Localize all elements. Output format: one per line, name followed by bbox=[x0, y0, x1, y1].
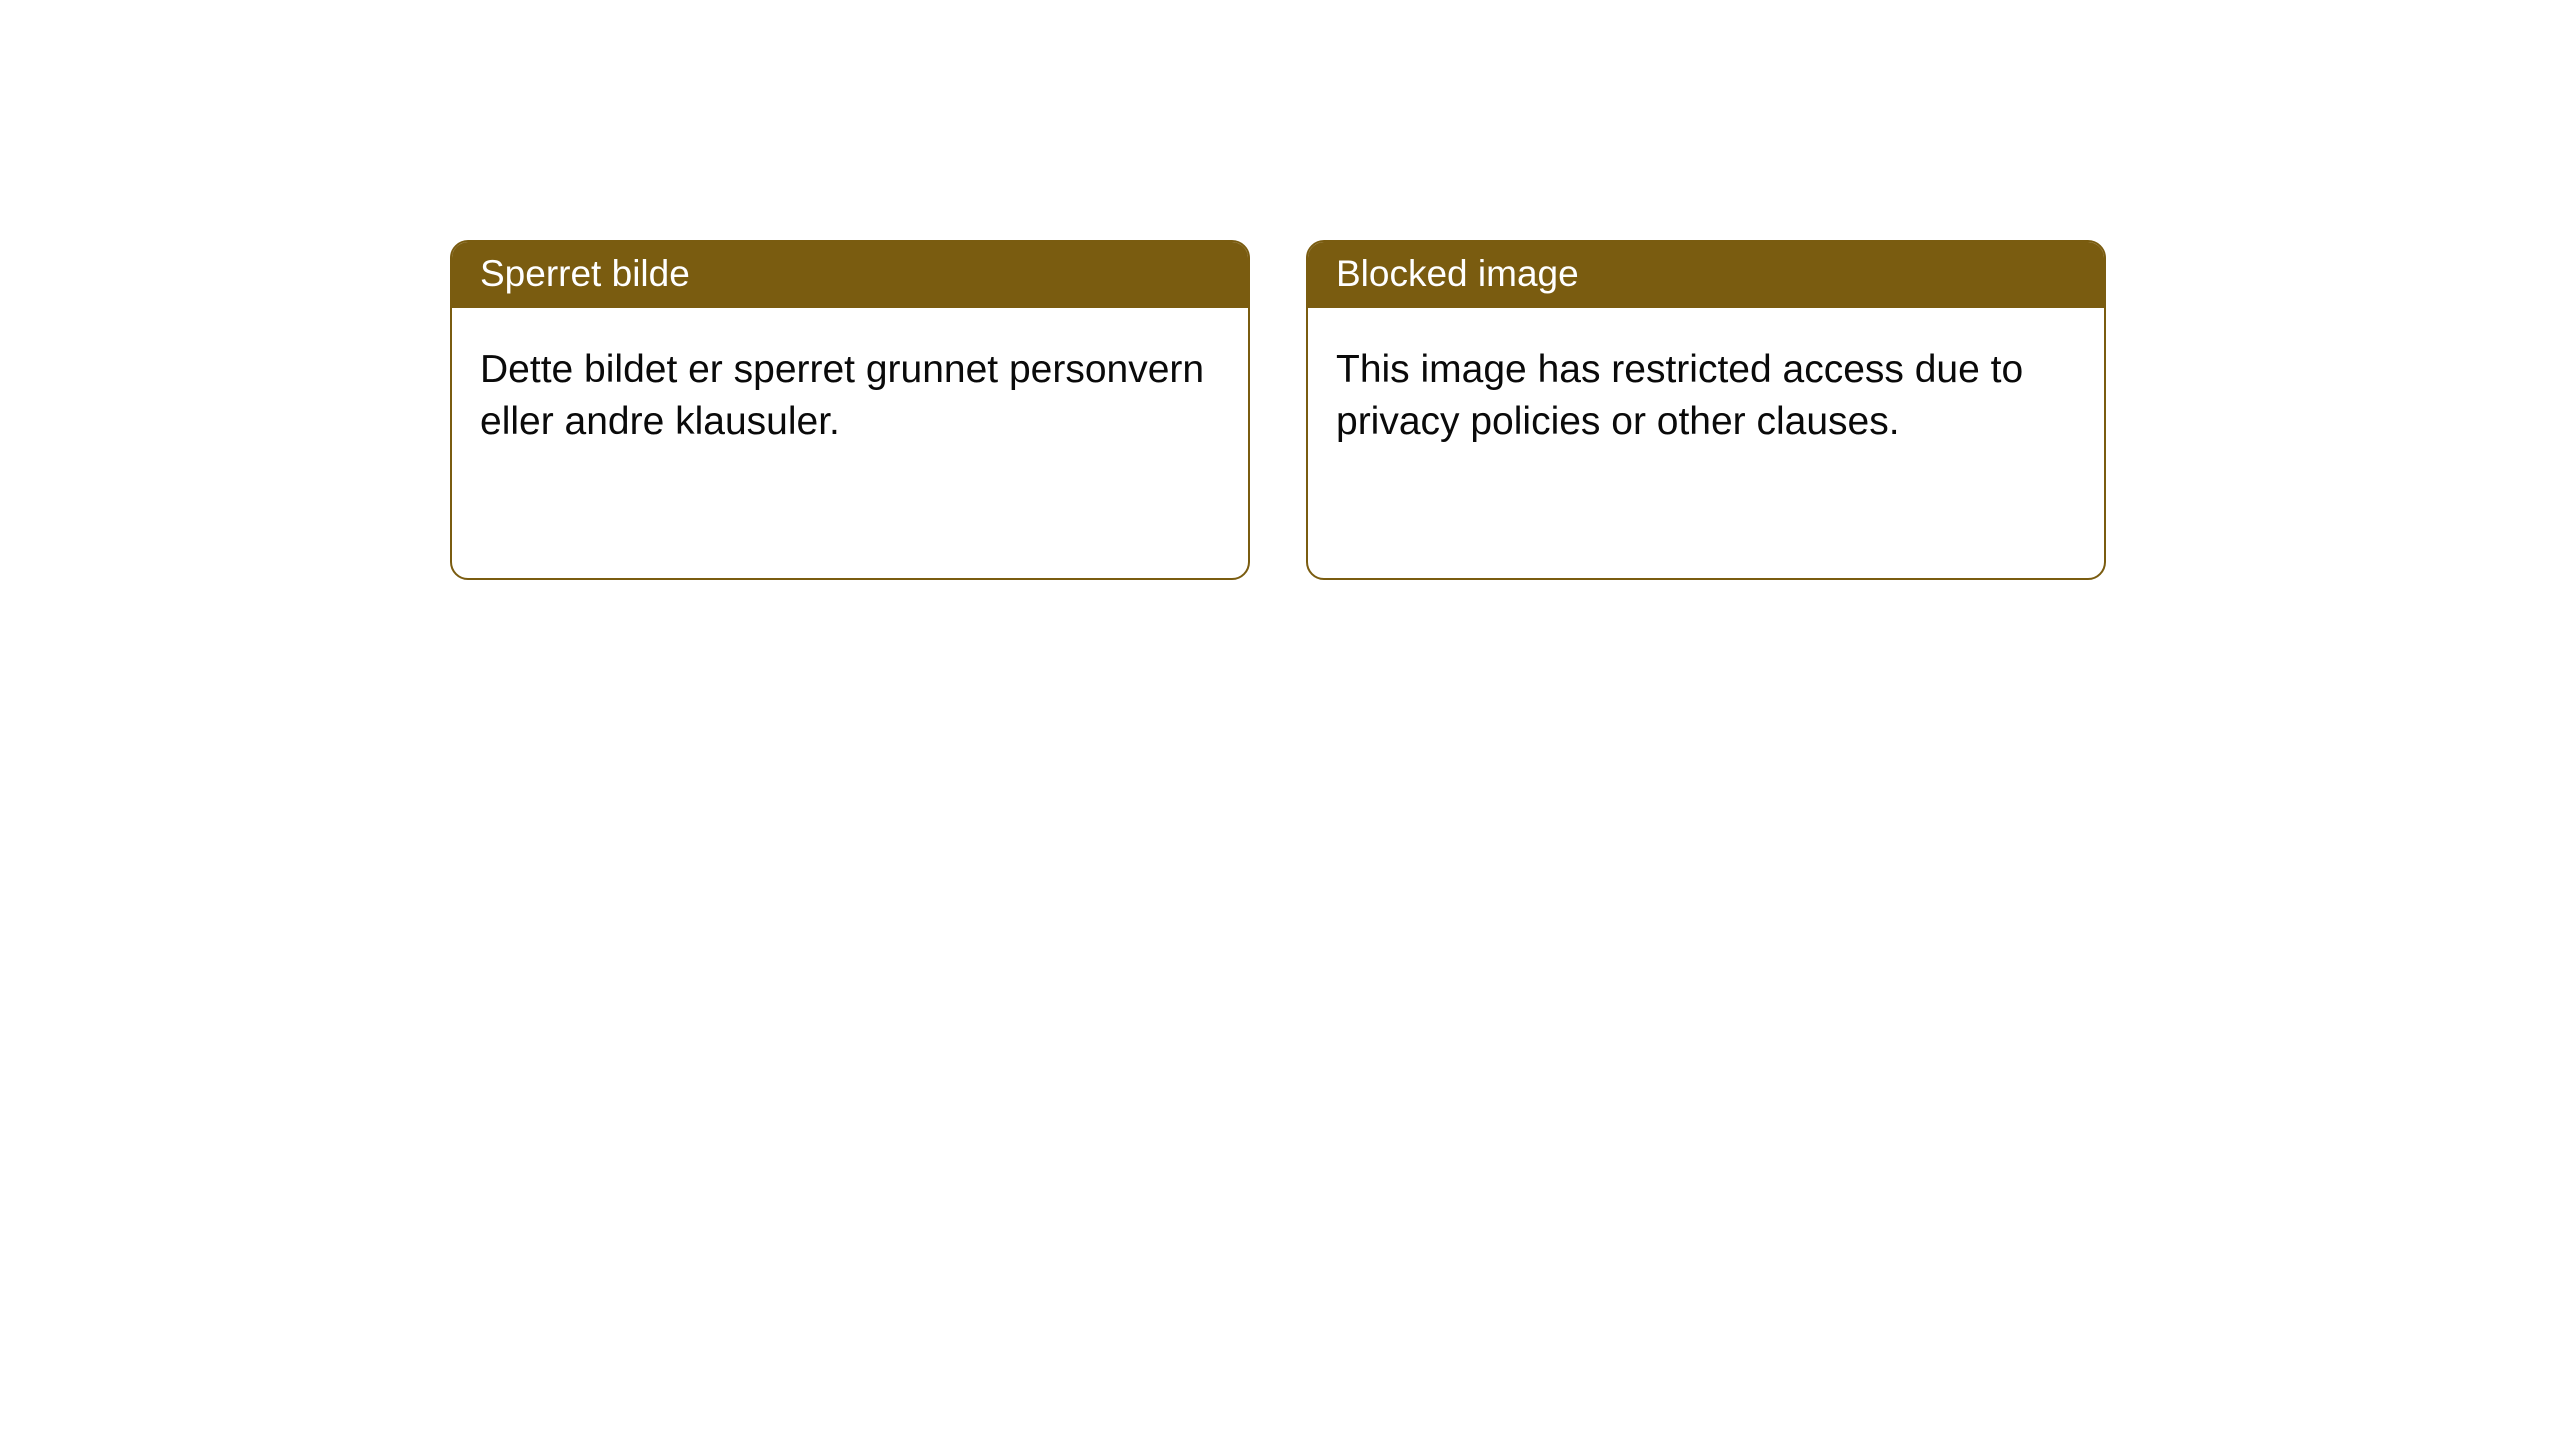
card-header: Blocked image bbox=[1308, 242, 2104, 308]
blocked-image-card-en: Blocked image This image has restricted … bbox=[1306, 240, 2106, 580]
card-body: This image has restricted access due to … bbox=[1308, 308, 2104, 578]
cards-container: Sperret bilde Dette bildet er sperret gr… bbox=[450, 240, 2106, 580]
blocked-image-card-no: Sperret bilde Dette bildet er sperret gr… bbox=[450, 240, 1250, 580]
card-body: Dette bildet er sperret grunnet personve… bbox=[452, 308, 1248, 578]
card-header: Sperret bilde bbox=[452, 242, 1248, 308]
